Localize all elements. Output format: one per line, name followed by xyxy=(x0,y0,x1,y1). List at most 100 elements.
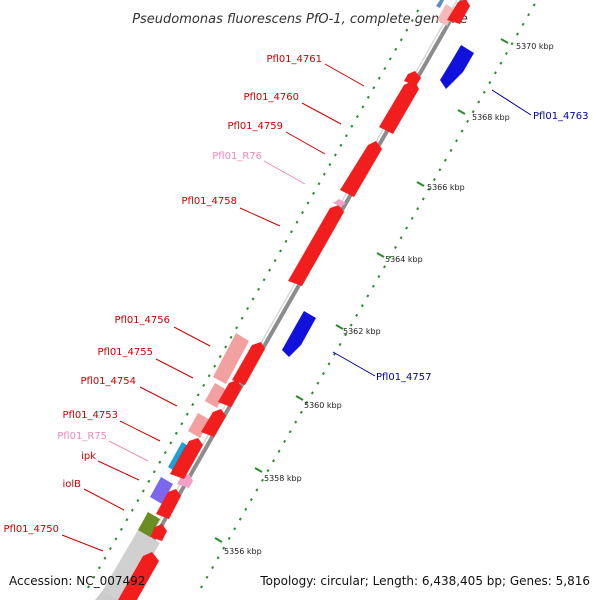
tick-dot xyxy=(416,207,420,211)
tick-dot xyxy=(493,71,497,75)
tick-dot xyxy=(438,168,442,172)
tick-dot xyxy=(216,556,220,560)
tick-dot xyxy=(158,460,162,464)
tick-dot xyxy=(235,326,239,330)
tick-label: 5356 kbp xyxy=(224,547,262,556)
tick-dot xyxy=(174,431,178,435)
tick-dot xyxy=(399,236,403,240)
tick-mark xyxy=(500,38,509,44)
gene-top-red xyxy=(447,0,470,24)
gene-pfl01-4763 xyxy=(440,45,474,89)
label-iolb: iolB xyxy=(62,479,81,490)
label-ipk: ipk xyxy=(81,451,96,462)
gene-iolb xyxy=(156,489,181,519)
label-pfl01-4763: Pfl01_4763 xyxy=(533,111,589,122)
tick-dot xyxy=(277,449,281,453)
tick-dot xyxy=(290,230,293,234)
tick-dot xyxy=(449,148,453,152)
tick-dot xyxy=(443,158,447,162)
tick-label: 5370 kbp xyxy=(516,42,554,51)
tick-mark xyxy=(457,109,466,115)
tick-dot xyxy=(394,245,397,249)
tick-dot xyxy=(350,124,354,128)
tick-dot xyxy=(394,47,398,51)
gene-purple-block xyxy=(150,477,173,504)
gene-pfl01-4751 xyxy=(150,524,167,541)
plus-strand-genes xyxy=(118,0,470,600)
rna-pfl01-r76 xyxy=(333,199,346,207)
tick-label: 5358 kbp xyxy=(264,474,302,483)
gene-pink-top xyxy=(437,4,455,26)
label-pfl01-4760: Pfl01_4760 xyxy=(243,92,299,103)
tick-mark xyxy=(416,181,425,187)
tick-dot xyxy=(432,178,436,182)
tick-dot xyxy=(222,546,226,550)
gene-pfl01-4759 xyxy=(340,141,382,197)
tick-dot xyxy=(427,187,431,191)
tick-dot xyxy=(338,342,342,346)
tick-mark xyxy=(214,537,223,543)
tick-dot xyxy=(294,420,298,424)
tick-dot xyxy=(196,393,200,397)
tick-dot xyxy=(455,139,458,143)
tick-dot xyxy=(344,333,348,337)
tick-dot xyxy=(92,575,96,579)
tick-dot xyxy=(366,294,370,298)
tick-dot xyxy=(249,498,253,502)
gene-pink-block-2 xyxy=(205,383,227,408)
tick-dot xyxy=(410,19,414,23)
tick-dot xyxy=(510,42,514,46)
tick-dot xyxy=(516,32,519,36)
tick-dot xyxy=(361,105,365,109)
tick-dot xyxy=(349,323,353,327)
tick-dot xyxy=(388,255,392,259)
tick-label: 5364 kbp xyxy=(385,255,423,264)
tick-dot xyxy=(202,383,206,387)
tick-label: 5362 kbp xyxy=(343,327,381,336)
label-leaders xyxy=(61,63,532,552)
tick-dot xyxy=(317,182,321,186)
tick-dot xyxy=(211,566,215,570)
tick-dot xyxy=(371,284,375,288)
tick-dot xyxy=(355,115,359,119)
label-pfl01-4750: Pfl01_4750 xyxy=(3,524,59,535)
tick-label: 5366 kbp xyxy=(427,183,465,192)
gene-pfl01-4760 xyxy=(379,80,419,134)
tick-dot xyxy=(227,536,231,540)
tick-dot xyxy=(213,364,217,368)
tick-dot xyxy=(114,537,118,541)
tick-dot xyxy=(125,518,129,522)
tick-dot xyxy=(288,430,292,434)
tick-dot xyxy=(200,585,203,589)
tick-dot xyxy=(372,86,376,90)
label-pfl01-4755: Pfl01_4755 xyxy=(97,347,153,358)
map-title: Pseudomonas fluorescens PfO-1, complete … xyxy=(132,12,468,27)
label-pfl01-4758: Pfl01_4758 xyxy=(181,196,237,207)
gene-pink-block-3 xyxy=(213,333,249,384)
tick-dot xyxy=(305,401,309,405)
gene-pfl01-4754 xyxy=(218,380,242,407)
tick-dot xyxy=(141,489,145,493)
tick-dot xyxy=(460,129,464,133)
tick-dot xyxy=(147,479,151,483)
gene-ipk xyxy=(170,438,203,479)
tick-dot xyxy=(399,38,403,42)
tick-label: 5360 kbp xyxy=(304,401,342,410)
tick-dot xyxy=(410,216,414,220)
tick-dot xyxy=(477,100,481,104)
gene-grey-block xyxy=(103,530,160,600)
tick-dot xyxy=(251,297,255,301)
tick-dot xyxy=(328,163,332,167)
label-pfl01-r75: Pfl01_R75 xyxy=(57,431,107,442)
tick-dot xyxy=(310,391,314,395)
tick-dot xyxy=(103,556,107,560)
tick-dot xyxy=(272,459,275,463)
tick-dot xyxy=(255,488,259,492)
tick-dot xyxy=(322,372,325,376)
tick-dot xyxy=(136,499,140,503)
tick-dot xyxy=(279,249,282,253)
tick-dot xyxy=(383,265,386,269)
gene-pfl01-4758 xyxy=(288,205,344,286)
tick-dot xyxy=(504,51,508,55)
gene-pfl01-4761 xyxy=(404,71,421,86)
